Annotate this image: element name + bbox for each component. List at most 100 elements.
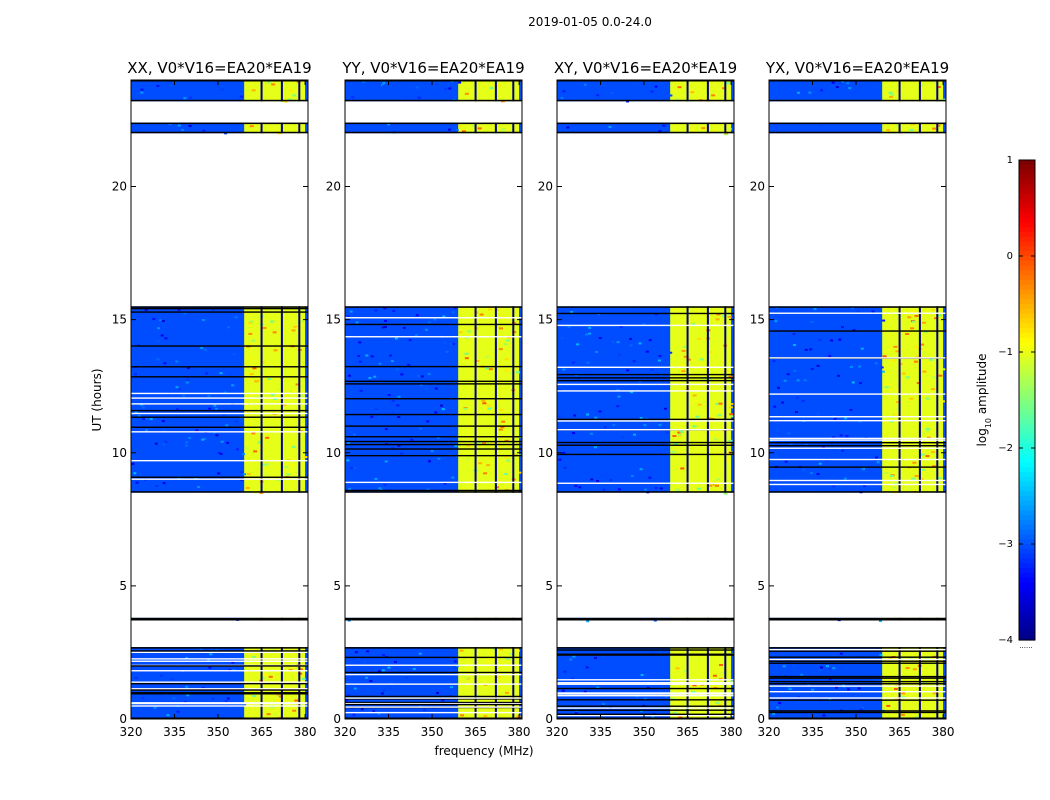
noise-pixel xyxy=(916,382,921,385)
noise-pixel xyxy=(663,407,667,410)
colorbar-segment xyxy=(1019,428,1035,435)
noise-pixel xyxy=(464,352,469,355)
noise-pixel xyxy=(727,419,732,422)
noise-pixel xyxy=(445,350,449,353)
noise-pixel xyxy=(292,94,297,97)
noise-pixel xyxy=(303,456,308,459)
colorbar-segment xyxy=(1019,539,1035,545)
colorbar-segment xyxy=(1019,433,1035,439)
time-gap-line xyxy=(557,324,734,327)
noise-pixel xyxy=(648,476,652,479)
noise-pixel xyxy=(347,374,351,377)
noise-pixel xyxy=(252,655,257,658)
noise-pixel xyxy=(176,710,180,713)
colorbar-segment xyxy=(1019,568,1035,574)
noise-pixel xyxy=(352,433,356,436)
noise-pixel xyxy=(561,689,565,692)
colorbar-segment xyxy=(1019,299,1035,305)
noise-pixel xyxy=(860,347,864,350)
noise-pixel xyxy=(235,448,239,451)
time-gap-line xyxy=(769,711,946,714)
noise-pixel xyxy=(391,411,395,414)
noise-pixel xyxy=(499,648,504,651)
x-tick-label: 365 xyxy=(888,725,911,739)
noise-pixel xyxy=(249,373,254,376)
x-tick-label: 380 xyxy=(932,725,955,739)
colorbar-segment xyxy=(1019,563,1035,569)
noise-pixel xyxy=(359,389,363,392)
panel-title: XY, V0*V16=EA20*EA19 xyxy=(554,59,737,77)
noise-pixel xyxy=(345,699,349,702)
noise-pixel xyxy=(380,692,384,695)
noise-pixel xyxy=(213,404,217,407)
block-edge xyxy=(131,131,308,134)
noise-pixel xyxy=(936,86,941,89)
block-edge xyxy=(769,80,946,82)
noise-pixel xyxy=(693,659,698,662)
noise-pixel xyxy=(353,466,357,469)
noise-pixel xyxy=(162,482,166,485)
colorbar-segment xyxy=(1019,515,1035,521)
time-gap-line xyxy=(557,707,734,709)
noise-pixel xyxy=(381,326,385,329)
noise-pixel xyxy=(397,416,401,419)
block-edge xyxy=(769,617,946,620)
time-gap-line xyxy=(345,440,522,443)
noise-pixel xyxy=(691,129,696,132)
noise-pixel xyxy=(629,337,633,340)
noise-pixel xyxy=(504,691,509,694)
noise-pixel xyxy=(570,310,574,313)
noise-pixel xyxy=(728,406,733,409)
noise-pixel xyxy=(443,341,447,344)
colorbar-tick-label: −4 xyxy=(998,635,1013,646)
noise-pixel xyxy=(905,376,910,379)
noise-pixel xyxy=(598,337,602,340)
noise-pixel xyxy=(353,687,357,690)
noise-pixel xyxy=(514,91,519,94)
colorbar-segment xyxy=(1019,395,1035,401)
colorbar-segment xyxy=(1019,577,1035,583)
noise-pixel xyxy=(363,660,367,663)
noise-pixel xyxy=(499,327,504,330)
noise-pixel xyxy=(722,87,727,90)
noise-pixel xyxy=(226,697,230,700)
colorbar-segment xyxy=(1019,280,1035,286)
noise-pixel xyxy=(436,692,440,695)
colorbar-segment xyxy=(1019,587,1035,593)
noise-pixel xyxy=(349,310,353,313)
noise-pixel xyxy=(506,459,511,462)
noise-pixel xyxy=(262,90,267,93)
time-gap-line xyxy=(131,692,308,694)
noise-pixel xyxy=(875,456,879,459)
time-gap-line xyxy=(131,409,308,412)
time-gap-line xyxy=(345,701,522,704)
colorbar-segment xyxy=(1019,443,1035,449)
noise-pixel xyxy=(390,681,394,684)
noise-pixel xyxy=(701,127,706,130)
time-gap-line xyxy=(131,345,308,347)
noise-pixel xyxy=(925,397,930,400)
noise-pixel xyxy=(882,355,887,358)
spectrogram-image xyxy=(345,80,522,719)
noise-pixel xyxy=(389,354,393,357)
noise-pixel xyxy=(806,307,810,310)
noise-pixel xyxy=(576,343,580,346)
noise-pixel xyxy=(346,315,350,318)
time-gap-line xyxy=(345,454,522,457)
noise-pixel xyxy=(775,706,779,709)
noise-pixel xyxy=(162,429,166,432)
noise-pixel xyxy=(876,461,880,464)
time-gap-line xyxy=(131,693,308,695)
colorbar-segment xyxy=(1019,208,1035,214)
noise-pixel xyxy=(942,98,946,101)
noise-pixel xyxy=(224,700,228,703)
noise-pixel xyxy=(183,97,187,100)
colorbar-frame xyxy=(1018,159,1036,641)
noise-pixel xyxy=(151,423,155,426)
noise-pixel xyxy=(384,460,388,463)
noise-pixel xyxy=(696,487,701,490)
block-edge xyxy=(345,306,522,308)
noise-pixel xyxy=(356,354,360,357)
noise-pixel xyxy=(293,325,298,328)
noise-pixel xyxy=(825,459,829,462)
